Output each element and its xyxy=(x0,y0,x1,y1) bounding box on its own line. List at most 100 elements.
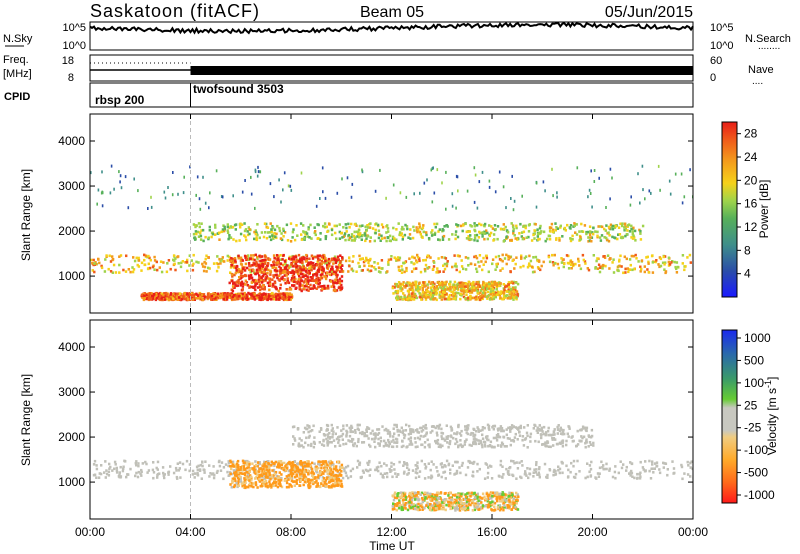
velocity-cell xyxy=(125,475,128,479)
velocity-cell xyxy=(384,427,388,431)
power-cell xyxy=(199,238,203,241)
power-cell xyxy=(172,292,175,296)
power-cell xyxy=(273,281,277,285)
power-cell xyxy=(488,234,492,238)
velocity-cell xyxy=(644,469,647,473)
power-cell xyxy=(273,228,277,232)
velocity-cell xyxy=(461,461,464,465)
power-cell xyxy=(217,266,220,269)
power-cell xyxy=(425,293,428,296)
power-cell xyxy=(241,297,244,300)
power-cell xyxy=(111,271,114,274)
velocity-cell xyxy=(291,425,295,429)
power-cell xyxy=(681,201,684,205)
power-cell xyxy=(259,262,263,266)
power-cell xyxy=(412,225,415,229)
velocity-cell xyxy=(641,466,645,469)
freq-ytick-right-top: 60 xyxy=(710,55,722,67)
power-cell xyxy=(417,287,420,291)
power-cell xyxy=(300,279,303,282)
power-cell xyxy=(239,274,243,277)
power-cell xyxy=(369,257,372,261)
velocity-cell xyxy=(420,459,423,463)
power-cell xyxy=(292,277,295,281)
power-cell xyxy=(486,237,489,241)
power-cell xyxy=(410,284,414,288)
power-cell xyxy=(538,237,541,241)
power-cell xyxy=(451,265,454,269)
velocity-cell xyxy=(254,481,258,484)
velocity-cell xyxy=(302,483,305,487)
velocity-cell xyxy=(476,462,479,466)
power-cell xyxy=(295,267,298,271)
power-cell xyxy=(287,184,290,188)
power-cell xyxy=(625,233,628,236)
power-cell xyxy=(512,208,515,212)
power-cell xyxy=(385,196,387,200)
power-cell xyxy=(199,295,202,299)
velocity-cell xyxy=(270,464,273,467)
power-cell xyxy=(451,233,454,236)
power-cell xyxy=(470,291,474,294)
power-cell xyxy=(393,286,396,289)
power-cell xyxy=(447,296,450,300)
velocity-cell xyxy=(590,434,594,438)
power-cell xyxy=(165,297,168,301)
power-cell xyxy=(301,266,304,269)
velocity-cell xyxy=(689,461,692,465)
velocity-cell xyxy=(358,463,361,467)
power-cell xyxy=(250,192,253,196)
power-cell xyxy=(284,263,287,266)
power-cell xyxy=(549,230,552,233)
velocity-cell xyxy=(305,465,309,468)
velocity-cell xyxy=(294,475,297,479)
power-cell xyxy=(426,289,429,293)
power-cell xyxy=(405,225,409,228)
power-cell xyxy=(341,258,344,261)
power-cell xyxy=(488,281,491,284)
power-cell xyxy=(405,195,408,199)
power-cell xyxy=(488,185,491,189)
power-cell xyxy=(424,298,428,301)
power-cell xyxy=(287,266,291,270)
power-cell xyxy=(191,296,194,300)
velocity-cell xyxy=(134,474,137,478)
velocity-cell xyxy=(507,470,510,473)
velocity-cell xyxy=(312,472,316,475)
power-cell xyxy=(485,283,488,287)
velocity-cell xyxy=(278,464,281,467)
power-cell xyxy=(160,292,163,296)
power-cell xyxy=(684,265,687,268)
power-cell xyxy=(569,239,573,243)
noise-right-label: N.Search xyxy=(745,33,791,45)
velocity-cell xyxy=(483,443,487,447)
velocity-cell xyxy=(285,463,288,467)
power-cell xyxy=(397,265,400,269)
power-cell xyxy=(301,284,304,287)
velocity-cell xyxy=(269,484,272,488)
power-cell xyxy=(639,270,642,273)
power-cell xyxy=(335,289,339,292)
power-cell xyxy=(239,282,243,285)
velocity-cell xyxy=(588,470,591,474)
power-cell xyxy=(337,281,340,284)
power-cell xyxy=(258,298,261,301)
velocity-cell xyxy=(326,433,330,436)
power-cell xyxy=(482,263,485,266)
velocity-cell xyxy=(370,437,374,441)
power-cell xyxy=(507,288,510,292)
velocity-cell xyxy=(451,464,454,467)
power-cell xyxy=(617,269,620,273)
power-cell xyxy=(431,283,435,287)
power-cell xyxy=(422,281,425,284)
power-cell xyxy=(241,259,245,262)
velocity-cell xyxy=(630,469,633,473)
power-cell xyxy=(148,292,151,295)
power-cell xyxy=(436,281,440,284)
power-cell xyxy=(337,258,340,261)
power-cell xyxy=(378,233,381,236)
power-cell xyxy=(174,257,177,260)
power-cell xyxy=(263,285,266,289)
velocity-cell xyxy=(105,472,109,476)
velocity-cell xyxy=(176,462,179,465)
